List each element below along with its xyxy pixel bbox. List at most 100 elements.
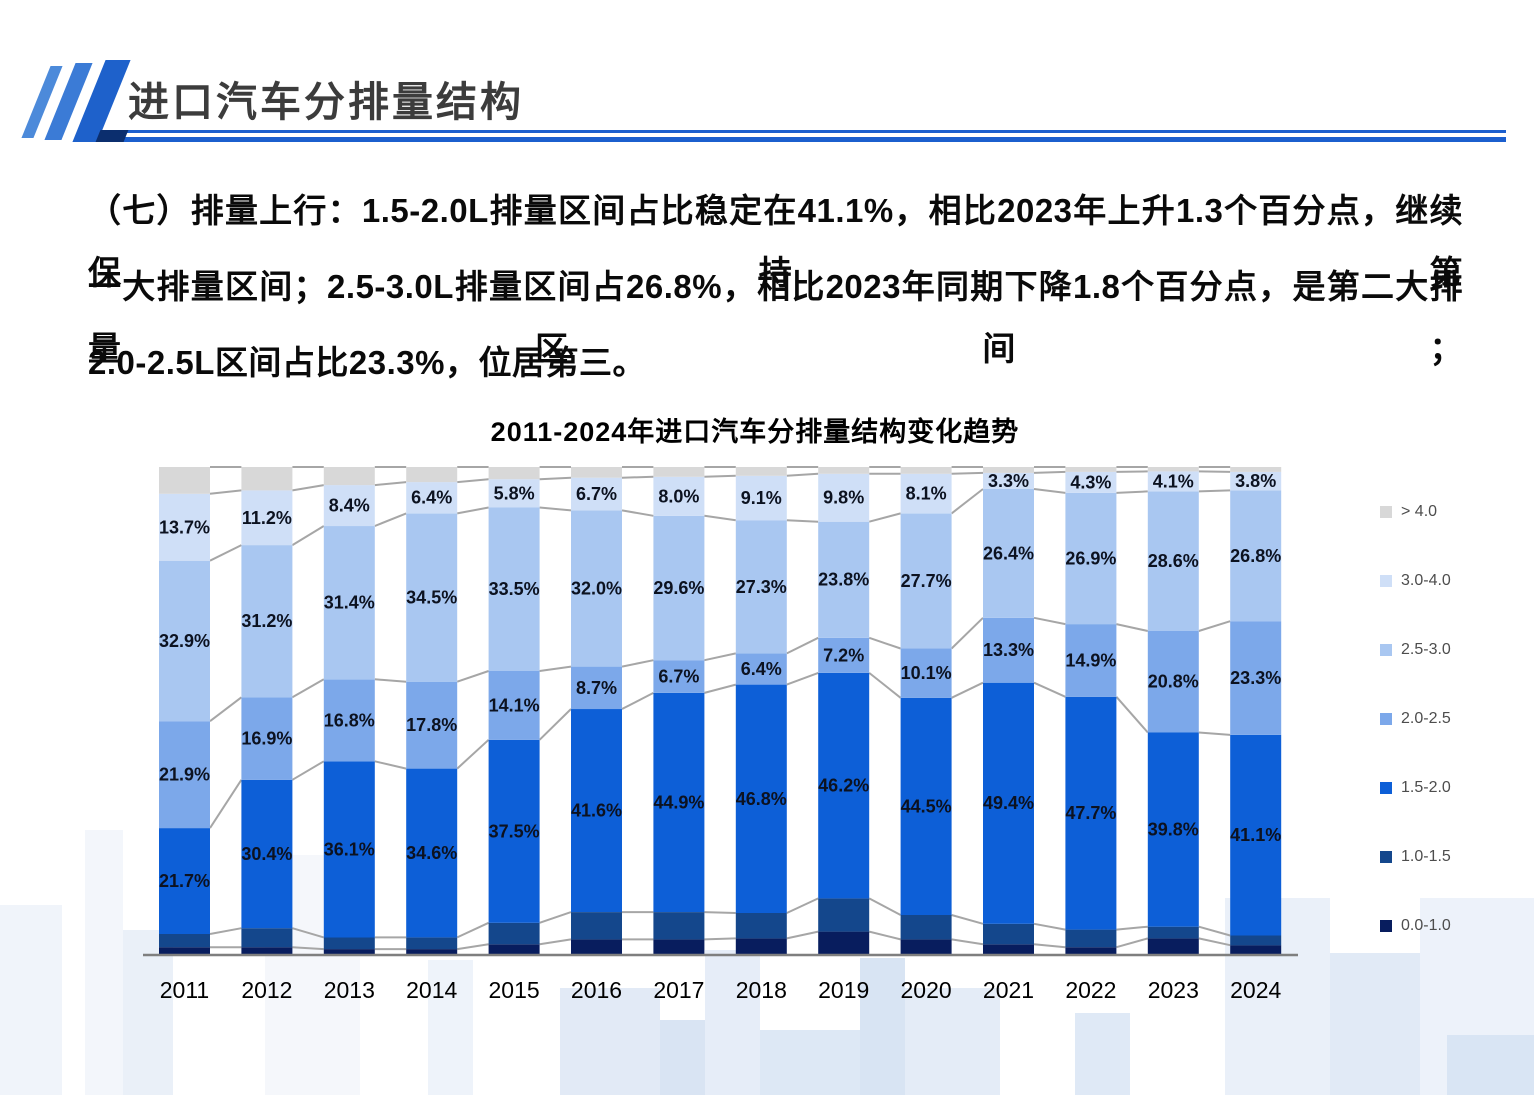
connector-line xyxy=(1198,620,1231,632)
legend-item: 3.0-4.0 xyxy=(1380,571,1451,591)
bar-segment xyxy=(1230,935,1282,946)
bar-value-label: 17.8% xyxy=(406,715,457,735)
bar-value-label: 13.7% xyxy=(159,517,210,537)
bar-value-label: 49.4% xyxy=(983,793,1034,813)
connector-line xyxy=(621,659,654,668)
bar-segment xyxy=(900,697,952,915)
connector-line xyxy=(1115,696,1149,734)
connector-line xyxy=(209,489,242,495)
bar-value-label: 26.9% xyxy=(1065,549,1116,569)
bar-segment xyxy=(735,467,787,476)
chart-title: 2011-2024年进口汽车分排量结构变化趋势 xyxy=(490,417,1020,447)
x-axis-tick-label: 2017 xyxy=(653,977,704,1003)
bar-value-label: 4.1% xyxy=(1153,471,1194,491)
bar-segment xyxy=(323,467,375,486)
connector-line xyxy=(539,911,572,924)
bar-segment xyxy=(983,923,1034,945)
bar-value-label: 6.4% xyxy=(741,659,782,679)
bar-value-label: 21.7% xyxy=(159,871,210,891)
bar-segment xyxy=(983,472,1034,489)
connector-line xyxy=(704,474,736,478)
bar-value-label: 30.4% xyxy=(241,844,292,864)
bar-segment xyxy=(735,913,787,939)
bar-segment xyxy=(983,617,1034,683)
paragraph-line-1: （七）排量上行：1.5-2.0L排量区间占比稳定在41.1%，相比2023年上升… xyxy=(88,192,1463,291)
bar-segment xyxy=(406,949,458,955)
bar-value-label: 23.3% xyxy=(1230,668,1281,688)
bar-value-label: 21.9% xyxy=(159,765,210,785)
connector-lines xyxy=(209,466,1231,951)
bar-segment xyxy=(735,938,787,955)
bar-segment xyxy=(571,510,622,667)
header-rule-bottom xyxy=(95,137,1506,142)
bar-value-label: 3.8% xyxy=(1235,471,1276,491)
bar-segment xyxy=(1147,467,1199,472)
bar-segment xyxy=(1065,492,1117,625)
bar-value-label: 41.1% xyxy=(1230,825,1281,845)
bar-value-label: 9.8% xyxy=(823,488,864,508)
connector-line xyxy=(868,636,901,650)
bar-segment xyxy=(1065,696,1117,930)
connector-line xyxy=(374,678,407,683)
bar-segment xyxy=(653,692,705,912)
legend-swatch-icon xyxy=(1380,644,1392,656)
connector-line xyxy=(1116,490,1148,494)
bar-segment xyxy=(653,467,705,477)
skyline-block xyxy=(1075,1013,1130,1095)
bar-segment xyxy=(241,467,293,491)
connector-line xyxy=(786,519,819,523)
connector-line xyxy=(538,708,572,741)
bar-value-label: 44.5% xyxy=(901,796,952,816)
connector-line xyxy=(786,636,819,655)
connector-line xyxy=(456,739,490,770)
bar-segment xyxy=(159,828,210,934)
bar-value-label: 36.1% xyxy=(324,839,375,859)
bar-segment xyxy=(488,467,540,480)
bar-value-label: 34.5% xyxy=(406,588,457,608)
bar-value-label: 39.8% xyxy=(1148,820,1199,840)
bar-segment xyxy=(900,915,952,940)
bar-value-label: 6.7% xyxy=(576,484,617,504)
legend-item: 1.5-2.0 xyxy=(1380,778,1451,798)
bar-segment xyxy=(1147,471,1199,492)
header-rule-top xyxy=(95,130,1506,133)
bar-value-label: 5.8% xyxy=(494,483,535,503)
legend-label: 2.0-2.5 xyxy=(1401,710,1451,727)
bar-segment xyxy=(818,931,870,955)
bar-segment xyxy=(1147,926,1199,939)
body-paragraph: （七）排量上行：1.5-2.0L排量区间占比稳定在41.1%，相比2023年上升… xyxy=(88,180,1463,408)
connector-line xyxy=(457,943,489,951)
bar-value-label: 32.9% xyxy=(159,631,210,651)
bar-value-label: 46.8% xyxy=(736,789,787,809)
bar-value-label: 3.3% xyxy=(988,471,1029,491)
connector-line xyxy=(539,506,572,512)
bar-value-label: 47.7% xyxy=(1065,803,1116,823)
connector-line xyxy=(457,478,489,484)
bar-segment xyxy=(323,761,375,938)
connector-line xyxy=(704,514,736,522)
bar-segment xyxy=(983,489,1034,618)
connector-line xyxy=(374,760,407,770)
connector-line xyxy=(868,930,901,941)
connector-line xyxy=(374,481,407,487)
connector-line xyxy=(539,938,572,946)
bar-value-label: 20.8% xyxy=(1148,672,1199,692)
connector-line xyxy=(950,488,984,515)
bar-segment xyxy=(1065,947,1117,955)
bar-value-label: 6.7% xyxy=(658,667,699,687)
legend-item: 1.0-1.5 xyxy=(1380,847,1451,867)
bar-segment xyxy=(1065,471,1117,493)
bar-segment xyxy=(983,944,1034,955)
connector-line xyxy=(704,652,737,662)
legend-swatch-icon xyxy=(1380,782,1392,794)
bar-value-label: 8.4% xyxy=(329,496,370,516)
x-axis-tick-label: 2011 xyxy=(160,977,209,1003)
bar-value-label: 29.6% xyxy=(653,578,704,598)
connector-line xyxy=(951,938,984,946)
bar-value-label: 16.8% xyxy=(324,710,375,730)
bar-segment xyxy=(488,671,540,740)
connector-line xyxy=(1033,922,1066,931)
bar-segment xyxy=(1147,491,1199,631)
legend-swatch-icon xyxy=(1380,713,1392,725)
x-axis-tick-label: 2014 xyxy=(406,977,457,1003)
